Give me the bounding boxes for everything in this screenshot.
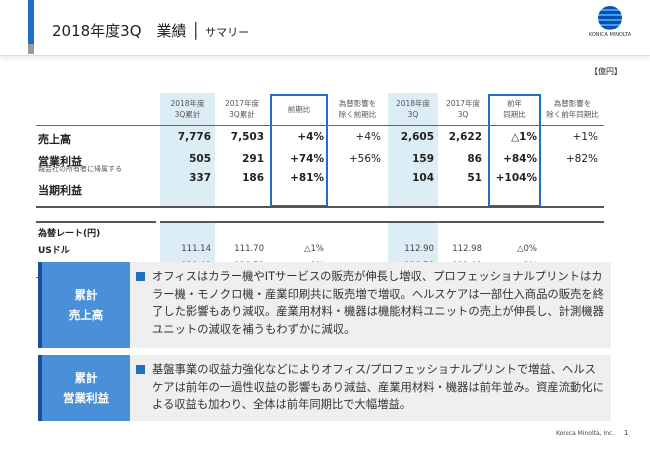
table-rule xyxy=(36,206,604,208)
table-cell: +104% xyxy=(495,172,537,184)
row-label: 営業利益 xyxy=(38,155,82,168)
row-label: 当期利益 xyxy=(38,184,82,197)
fx-cell: 111.14 xyxy=(181,244,211,254)
table-cell: 291 xyxy=(242,153,264,165)
bullet-square-icon xyxy=(136,272,145,281)
table-cell: +81% xyxy=(290,172,324,184)
bullet-square-icon xyxy=(136,365,145,374)
title-subtitle: サマリー xyxy=(205,26,250,39)
column-header: 前年 同期比 xyxy=(503,99,526,119)
panel-label-line1: 累計 xyxy=(74,371,98,385)
column-header: 2018年度 3Q累計 xyxy=(170,99,205,119)
column-header: 2017年度 3Q累計 xyxy=(224,99,260,119)
table-cell: +74% xyxy=(290,153,324,165)
table-cell: 2,622 xyxy=(448,131,482,143)
table-cell: 7,503 xyxy=(230,131,264,143)
footer-company: Konica Minolta, Inc. xyxy=(556,430,615,437)
table-cell: 2,605 xyxy=(400,131,434,143)
panel-text-body: 基盤事業の収益力強化などによりオフィス/プロフェッショナルプリントで増益、ヘルス… xyxy=(152,363,604,411)
column-header: 2018年度 3Q xyxy=(395,99,431,119)
panel-text: オフィスはカラー機やITサービスの販売が伸長し増収、プロフェッショナルプリントは… xyxy=(136,268,605,338)
accent-bar-gray xyxy=(28,44,34,54)
panel-label-line2: 売上高 xyxy=(68,308,104,322)
slide-title: 2018年度3Q 業績 │ サマリー xyxy=(52,22,250,40)
table-cell: 51 xyxy=(467,172,482,184)
logo-text: KONICA MINOLTA xyxy=(588,32,632,38)
fx-title: 為替レート(円) xyxy=(38,229,101,239)
accent-bar xyxy=(28,0,34,44)
column-header: 2017年度 3Q xyxy=(445,99,481,119)
slide-header: 2018年度3Q 業績 │ サマリー KONICA MINOLTA xyxy=(0,0,650,56)
globe-icon xyxy=(598,6,622,30)
panel-label-line2: 営業利益 xyxy=(63,391,109,405)
unit-label: 【億円】 xyxy=(590,67,622,76)
table-cell: 7,776 xyxy=(177,131,211,143)
table-cell: +4% xyxy=(355,131,381,143)
row-note: 親会社の所有者に帰属する xyxy=(38,165,122,173)
table-cell: △1% xyxy=(511,131,537,143)
fx-cell: 111.70 xyxy=(234,244,264,254)
table-cell: 86 xyxy=(467,153,482,165)
table-rule xyxy=(36,221,156,223)
fx-cell: 112.90 xyxy=(404,244,434,254)
table-cell: +82% xyxy=(565,153,598,165)
title-text: 2018年度3Q 業績 xyxy=(52,22,187,40)
table-cell: +4% xyxy=(297,131,324,143)
table-cell: 104 xyxy=(412,172,434,184)
table-rule xyxy=(160,221,604,223)
panel-label-line1: 累計 xyxy=(74,288,98,302)
column-header: 為替影響を 除く前期比 xyxy=(338,99,377,119)
table-cell: +84% xyxy=(503,153,537,165)
company-logo: KONICA MINOLTA xyxy=(585,6,635,38)
column-header: 前期比 xyxy=(287,105,311,114)
table-cell: +1% xyxy=(572,131,598,143)
row-label: 売上高 xyxy=(38,133,71,146)
table-cell: +56% xyxy=(348,153,381,165)
table-cell: 337 xyxy=(189,172,211,184)
panel-sales: 累計売上高 オフィスはカラー機やITサービスの販売が伸長し増収、プロフェッショナ… xyxy=(38,262,611,348)
header-rule xyxy=(36,125,604,126)
panel-text-body: オフィスはカラー機やITサービスの販売が伸長し増収、プロフェッショナルプリントは… xyxy=(152,270,604,336)
fx-label: USドル xyxy=(38,246,70,256)
table-cell: 159 xyxy=(412,153,434,165)
panel-label: 累計 売上高 xyxy=(38,262,130,348)
fx-cell: △1% xyxy=(303,244,324,254)
panel-text: 基盤事業の収益力強化などによりオフィス/プロフェッショナルプリントで増益、ヘルス… xyxy=(136,361,605,414)
fx-cell: 112.98 xyxy=(452,244,482,254)
column-header: 為替影響を 除く前年同期比 xyxy=(546,99,599,119)
table-cell: 505 xyxy=(189,153,211,165)
page-number: 1 xyxy=(624,429,629,437)
fx-cell: △0% xyxy=(516,244,537,254)
column-highlight xyxy=(388,93,438,208)
panel-operating-profit: 累計営業利益 基盤事業の収益力強化などによりオフィス/プロフェッショナルプリント… xyxy=(38,355,611,421)
column-highlight xyxy=(160,93,215,208)
table-cell: 186 xyxy=(242,172,264,184)
panel-label: 累計 営業利益 xyxy=(38,355,130,421)
